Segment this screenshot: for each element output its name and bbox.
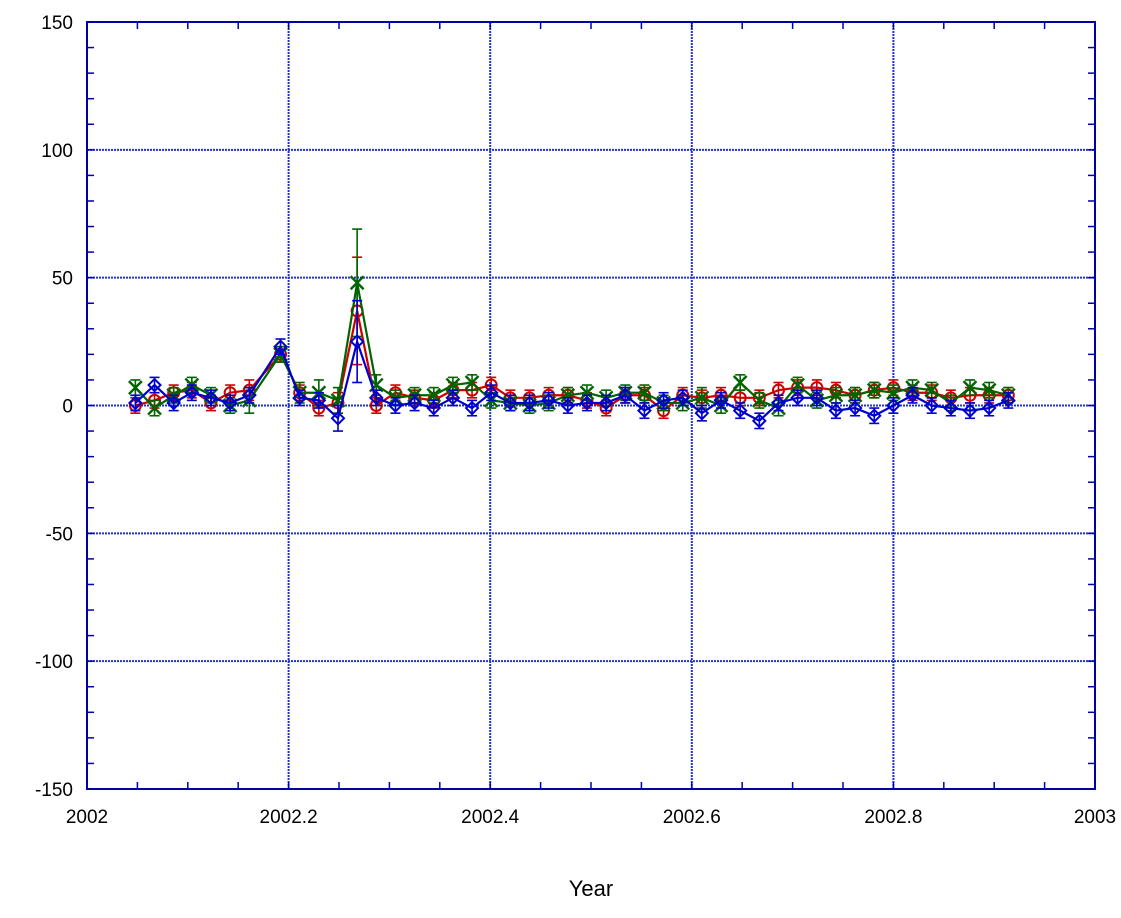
data-point bbox=[962, 380, 978, 395]
data-point bbox=[694, 405, 710, 421]
series-x bbox=[128, 228, 1016, 417]
data-point bbox=[349, 334, 365, 349]
data-point bbox=[905, 387, 920, 403]
data-point bbox=[579, 395, 595, 411]
data-point bbox=[311, 392, 327, 408]
data-point bbox=[184, 385, 200, 401]
data-point bbox=[828, 403, 844, 419]
data-point bbox=[426, 400, 442, 416]
data-point bbox=[464, 400, 480, 416]
data-point bbox=[407, 395, 423, 411]
data-point bbox=[388, 398, 403, 413]
data-point bbox=[368, 390, 384, 406]
data-point bbox=[675, 390, 691, 406]
series-diamond bbox=[127, 299, 1016, 432]
data-point bbox=[637, 385, 652, 401]
data-point bbox=[349, 275, 365, 291]
data-point bbox=[809, 390, 825, 406]
y-tick-label: 50 bbox=[52, 269, 73, 290]
data-point bbox=[560, 387, 576, 403]
data-point bbox=[771, 395, 786, 411]
data-point bbox=[885, 398, 901, 413]
x-tick-label: 2002.6 bbox=[663, 807, 721, 828]
data-point bbox=[732, 403, 748, 419]
data-point bbox=[617, 387, 633, 403]
data-point bbox=[222, 395, 238, 411]
data-point bbox=[128, 380, 143, 395]
data-point bbox=[579, 385, 595, 401]
data-point bbox=[751, 393, 767, 408]
data-point bbox=[866, 408, 882, 424]
y-tick-label: -50 bbox=[46, 524, 73, 545]
data-point bbox=[522, 395, 537, 411]
data-point bbox=[866, 382, 882, 398]
data-point bbox=[694, 390, 710, 406]
x-tick-label: 2002.2 bbox=[260, 807, 318, 828]
data-point bbox=[445, 390, 461, 406]
data-point bbox=[981, 382, 997, 398]
x-tick-label: 2003 bbox=[1074, 807, 1116, 828]
data-point bbox=[127, 395, 143, 411]
x-tick-label: 2002 bbox=[66, 807, 108, 828]
data-point bbox=[751, 413, 767, 429]
data-point bbox=[732, 375, 748, 390]
data-point bbox=[330, 410, 346, 426]
y-tick-label: 0 bbox=[62, 397, 73, 418]
data-point bbox=[981, 400, 997, 416]
data-point bbox=[637, 403, 652, 419]
data-point bbox=[166, 395, 182, 411]
data-point bbox=[241, 387, 257, 403]
series-layer bbox=[127, 228, 1016, 432]
minor-ticks bbox=[86, 21, 1096, 790]
series-line bbox=[134, 337, 1009, 423]
data-point bbox=[541, 392, 557, 408]
x-axis-title: Year bbox=[569, 876, 613, 901]
data-point bbox=[962, 403, 978, 419]
y-tick-label: -150 bbox=[35, 780, 73, 801]
y-tick-label: -100 bbox=[35, 652, 73, 673]
y-tick-labels: 150 100 50 0 -50 -100 -150 bbox=[35, 13, 73, 801]
data-point bbox=[147, 400, 162, 416]
data-point bbox=[713, 392, 729, 408]
data-point bbox=[598, 395, 614, 411]
plot-frame bbox=[86, 21, 1096, 790]
data-point bbox=[943, 400, 959, 416]
data-point bbox=[483, 385, 499, 401]
x-tick-label: 2002.8 bbox=[864, 807, 922, 828]
data-point bbox=[273, 339, 288, 355]
data-point bbox=[292, 390, 308, 406]
x-tick-label: 2002.4 bbox=[461, 807, 520, 828]
x-tick-labels: 2002 2002.2 2002.4 2002.6 2002.8 2003 bbox=[66, 807, 1116, 828]
data-point bbox=[790, 390, 806, 406]
data-point bbox=[464, 375, 480, 390]
data-point bbox=[924, 398, 940, 413]
data-point bbox=[656, 392, 671, 408]
y-tick-label: 150 bbox=[41, 13, 73, 34]
data-point bbox=[560, 398, 576, 413]
data-point bbox=[847, 400, 863, 416]
y-tick-label: 100 bbox=[41, 141, 73, 162]
data-point bbox=[924, 382, 940, 398]
data-point bbox=[203, 390, 219, 406]
data-point bbox=[502, 395, 518, 411]
data-point bbox=[1000, 392, 1016, 408]
data-point bbox=[828, 387, 844, 403]
data-point bbox=[147, 377, 162, 393]
